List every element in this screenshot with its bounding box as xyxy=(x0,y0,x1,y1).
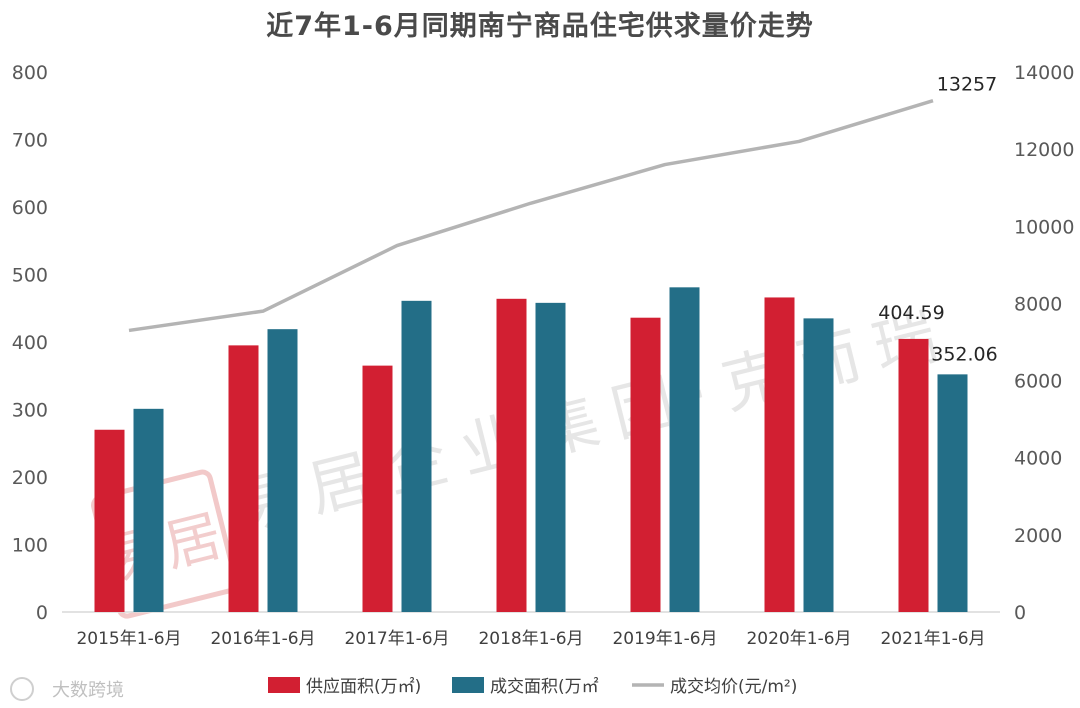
sold-bar xyxy=(536,303,566,612)
supply-bar xyxy=(229,345,259,612)
left-axis-tick-label: 700 xyxy=(12,130,48,152)
x-axis-category-label: 2021年1-6月 xyxy=(880,629,985,649)
right-axis-tick-label: 0 xyxy=(1014,602,1026,624)
right-axis-tick-label: 6000 xyxy=(1014,371,1062,393)
x-axis-category-label: 2016年1-6月 xyxy=(210,629,315,649)
legend-supply-label: 供应面积(万㎡) xyxy=(306,677,421,697)
price-line xyxy=(129,101,933,331)
supply-bar xyxy=(95,430,125,612)
sold-bar xyxy=(402,301,432,612)
legend-sold-label: 成交面积(万㎡ xyxy=(490,677,599,697)
right-axis-tick-label: 2000 xyxy=(1014,525,1062,547)
supply-bar xyxy=(631,318,661,612)
sold-2021-value-label: 352.06 xyxy=(931,343,997,365)
watermark-text: 易居企业集团·克而瑞 xyxy=(226,296,959,545)
left-axis-tick-label: 0 xyxy=(36,602,48,624)
left-axis-tick-label: 100 xyxy=(12,535,48,557)
supply-bar xyxy=(497,299,527,612)
left-axis-tick-label: 500 xyxy=(12,265,48,287)
x-axis-category-label: 2018年1-6月 xyxy=(478,629,583,649)
sold-bar xyxy=(938,374,968,612)
left-axis-tick-label: 300 xyxy=(12,400,48,422)
x-axis-category-label: 2015年1-6月 xyxy=(76,629,181,649)
sold-bar xyxy=(134,409,164,612)
supply-bar xyxy=(765,297,795,612)
sold-bar xyxy=(268,329,298,612)
sold-bar xyxy=(804,318,834,612)
left-axis-tick-label: 600 xyxy=(12,197,48,219)
source-logo-icon xyxy=(11,678,33,700)
x-axis-category-label: 2020年1-6月 xyxy=(746,629,851,649)
supply-bar xyxy=(363,366,393,612)
right-axis-tick-label: 8000 xyxy=(1014,293,1062,315)
left-axis-tick-label: 800 xyxy=(12,62,48,84)
right-axis-tick-label: 4000 xyxy=(1014,448,1062,470)
left-axis-tick-label: 400 xyxy=(12,332,48,354)
price-line-path xyxy=(129,101,933,331)
x-axis-category-label: 2017年1-6月 xyxy=(344,629,449,649)
price-2021-value-label: 13257 xyxy=(937,74,997,96)
footer: 大数跨境 xyxy=(11,678,124,701)
supply-2021-value-label: 404.59 xyxy=(878,302,944,324)
x-axis-category-label: 2019年1-6月 xyxy=(612,629,717,649)
sold-bar xyxy=(670,287,700,612)
legend-price-label: 成交均价(元/m²) xyxy=(670,677,797,697)
legend: 供应面积(万㎡) 成交面积(万㎡ 成交均价(元/m²) xyxy=(268,677,797,697)
right-axis-tick-label: 12000 xyxy=(1014,139,1074,161)
legend-supply-swatch xyxy=(268,677,300,693)
left-axis-tick-label: 200 xyxy=(12,467,48,489)
right-axis-tick-label: 14000 xyxy=(1014,62,1074,84)
data-labels: 404.59 352.06 13257 xyxy=(878,74,997,366)
legend-sold-swatch xyxy=(452,677,484,693)
supply-bar xyxy=(899,339,929,612)
source-label: 大数跨境 xyxy=(52,680,124,701)
right-axis-tick-label: 10000 xyxy=(1014,216,1074,238)
